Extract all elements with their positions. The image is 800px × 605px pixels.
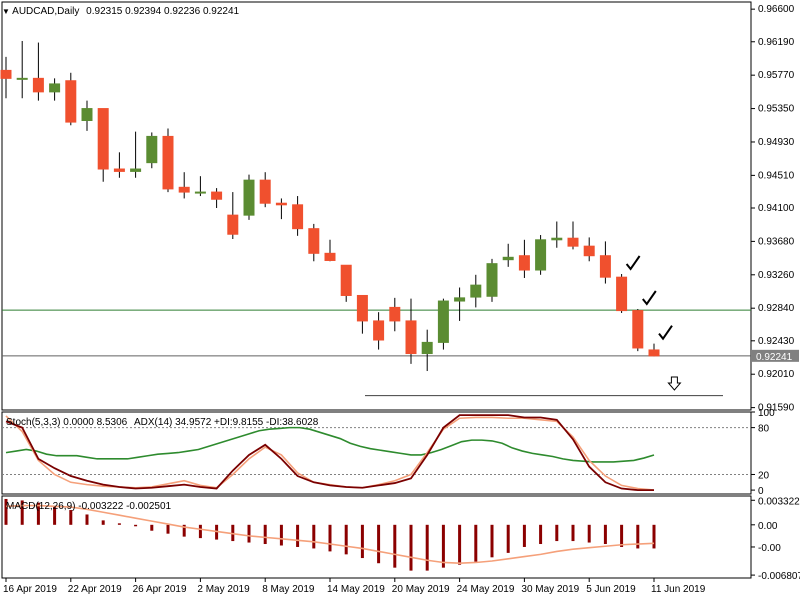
x-tick-label: 16 Apr 2019 — [3, 584, 57, 595]
candle-bear — [389, 306, 401, 322]
candle-bull — [437, 300, 449, 343]
x-tick-label: 2 May 2019 — [197, 584, 250, 595]
x-tick-label: 26 Apr 2019 — [133, 584, 187, 595]
candle-bear — [583, 245, 595, 257]
candle-bear — [162, 135, 174, 190]
price-tick-label: 0.95350 — [758, 104, 795, 115]
stoch-adx-header: Stoch(5,3,3) 0.0000 8.5306 ADX(14) 34.95… — [6, 417, 318, 428]
ohlc-values: 0.92315 0.92394 0.92236 0.92241 — [86, 6, 240, 17]
osc-tick-label: 80 — [758, 424, 770, 435]
candle-bear — [211, 191, 223, 200]
candle-bear — [97, 108, 109, 170]
candle-bear — [292, 204, 304, 230]
x-tick-label: 11 Jun 2019 — [651, 584, 706, 595]
candle-bear — [227, 214, 239, 235]
candle-bear — [567, 237, 579, 247]
macd-header: MACD(12,26,9) -0.003222 -0.002501 — [6, 501, 171, 512]
price-tick-label: 0.92010 — [758, 369, 795, 380]
candle-bull — [421, 341, 433, 355]
candle-bear — [648, 349, 660, 357]
adx-line — [5, 426, 655, 463]
candle-bear — [259, 179, 271, 204]
candle-bull — [502, 256, 514, 261]
price-tick-label: 0.92430 — [758, 336, 795, 347]
macd-label: MACD(12,26,9) -0.003222 -0.002501 — [6, 501, 172, 512]
candle-bull — [194, 191, 206, 194]
price-tick-label: 0.95770 — [758, 70, 795, 81]
x-tick-label: 30 May 2019 — [521, 584, 579, 595]
candle-bear — [308, 228, 320, 254]
candle-bull — [486, 263, 498, 297]
price-tick-label: 0.93260 — [758, 270, 795, 281]
candle-bull — [243, 179, 255, 216]
check-mark-icon — [642, 290, 657, 306]
current-price-box — [752, 349, 799, 362]
price-tick-label: 0.92840 — [758, 303, 795, 314]
candle-bear — [599, 255, 611, 278]
macd-tick-label: 0.003322 — [758, 496, 800, 507]
candle-bear — [405, 320, 417, 355]
current-price-label: 0.92241 — [756, 352, 793, 363]
price-tick-label: 0.94930 — [758, 137, 795, 148]
price-tick-label: 0.94100 — [758, 203, 795, 214]
candle-bull — [16, 77, 28, 80]
candle-bull — [470, 284, 482, 298]
check-mark-icon — [658, 325, 673, 341]
candle-bear — [324, 252, 336, 261]
candle-bear — [113, 168, 125, 172]
candle-bear — [373, 320, 385, 341]
macd-tick-label: 0.00 — [758, 521, 778, 532]
candle-bull — [130, 168, 142, 172]
x-tick-label: 24 May 2019 — [457, 584, 515, 595]
stoch-main-line — [5, 414, 654, 491]
symbol-label: AUDCAD,Daily — [12, 6, 80, 17]
candle-bull — [81, 108, 93, 122]
candle-bear — [356, 294, 368, 322]
macd-tick-label: -0.006807 — [758, 571, 800, 582]
price-tick-label: 0.94510 — [758, 170, 795, 181]
collapse-triangle-icon[interactable]: ▼ — [2, 7, 10, 16]
price-tick-label: 0.93680 — [758, 236, 795, 247]
candle-bear — [32, 77, 44, 93]
candle-bull — [551, 237, 563, 241]
candle-bear — [632, 310, 644, 349]
check-mark-icon — [625, 255, 641, 271]
candle-bull — [49, 83, 61, 93]
candle-bull — [146, 135, 158, 164]
candle-bear — [340, 264, 352, 296]
candle-bear — [65, 80, 77, 123]
x-tick-label: 5 Jun 2019 — [586, 584, 636, 595]
panel-frame-1 — [1, 1, 752, 411]
candle-bear — [275, 202, 287, 206]
x-tick-label: 14 May 2019 — [327, 584, 385, 595]
adx-label: ADX(14) 34.9572 +DI:9.8155 -DI:38.6028 — [133, 417, 319, 428]
candle-bull — [454, 297, 466, 302]
x-tick-label: 22 Apr 2019 — [68, 584, 122, 595]
candle-bear — [0, 69, 12, 79]
macd-signal-line — [5, 504, 655, 565]
x-tick-label: 20 May 2019 — [392, 584, 450, 595]
price-tick-label: 0.96600 — [758, 4, 795, 15]
down-arrow-icon — [667, 376, 682, 391]
panel-frame-2 — [1, 411, 752, 495]
osc-tick-label: 20 — [758, 470, 770, 481]
candle-bear — [178, 186, 190, 193]
macd-tick-label: -0.00 — [758, 543, 781, 554]
osc-tick-label: 0 — [758, 486, 764, 497]
stoch-label: Stoch(5,3,3) 0.0000 8.5306 — [6, 417, 128, 428]
price-tick-label: 0.91590 — [758, 403, 795, 414]
price-tick-label: 0.96190 — [758, 37, 795, 48]
symbol-header: ▼ AUDCAD,Daily 0.92315 0.92394 0.92236 0… — [2, 6, 239, 17]
candle-bear — [518, 255, 530, 271]
panel-frame-3 — [1, 495, 752, 579]
osc-tick-label: 100 — [758, 408, 775, 419]
candle-bear — [616, 276, 628, 312]
candle-bull — [535, 239, 547, 271]
x-tick-label: 8 May 2019 — [262, 584, 315, 595]
